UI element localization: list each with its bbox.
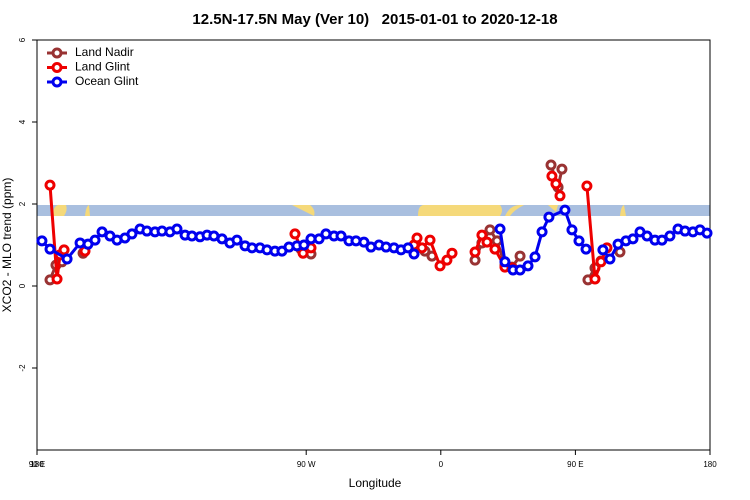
- data-point: [529, 251, 541, 263]
- data-point: [298, 239, 310, 251]
- data-point: [556, 163, 568, 175]
- data-point: [424, 234, 436, 246]
- x-tick-label: 180: [30, 460, 44, 469]
- data-point: [51, 273, 63, 285]
- data-point: [434, 260, 446, 272]
- data-point: [416, 242, 428, 254]
- y-tick-label: -2: [18, 364, 27, 372]
- data-point: [566, 224, 578, 236]
- data-point: [701, 227, 713, 239]
- data-point: [36, 235, 48, 247]
- data-point: [476, 229, 488, 241]
- land-band: [52, 204, 67, 216]
- data-point: [580, 243, 592, 255]
- data-point: [469, 246, 481, 258]
- x-axis-label: Longitude: [349, 476, 402, 490]
- data-point: [554, 190, 566, 202]
- data-point: [481, 236, 493, 248]
- y-tick-label: 6: [18, 37, 27, 42]
- data-point: [581, 180, 593, 192]
- data-point: [545, 159, 557, 171]
- data-point: [446, 247, 458, 259]
- data-point: [489, 243, 501, 255]
- y-tick-label: 4: [18, 119, 27, 124]
- data-point: [411, 232, 423, 244]
- data-point: [96, 226, 108, 238]
- data-point: [89, 234, 101, 246]
- data-point: [536, 226, 548, 238]
- data-point: [61, 253, 73, 265]
- legend-marker: [51, 76, 63, 88]
- data-point: [664, 230, 676, 242]
- y-axis-label: XCO2 - MLO trend (ppm): [0, 178, 14, 313]
- legend-marker: [51, 62, 63, 73]
- data-point: [58, 244, 70, 256]
- land-band: [418, 205, 502, 216]
- land-band: [548, 205, 558, 212]
- data-point: [522, 260, 534, 272]
- data-point: [289, 228, 301, 240]
- data-point: [402, 242, 414, 254]
- data-point: [514, 264, 526, 276]
- data-point: [546, 170, 558, 182]
- legend-label: Land Nadir: [75, 45, 134, 59]
- map-band: [37, 204, 710, 216]
- data-point: [358, 236, 370, 248]
- data-point: [44, 179, 56, 191]
- data-point: [335, 230, 347, 242]
- data-point: [126, 228, 138, 240]
- data-point: [514, 250, 526, 262]
- data-point: [641, 230, 653, 242]
- y-tick-label: 2: [18, 201, 27, 206]
- data-point: [499, 256, 511, 268]
- data-point: [573, 235, 585, 247]
- data-point: [484, 224, 496, 236]
- land-band: [292, 205, 315, 216]
- data-point: [44, 243, 56, 255]
- series: [36, 204, 713, 276]
- data-point: [550, 178, 562, 190]
- land-band: [505, 205, 524, 216]
- chart-title: 12.5N-17.5N May (Ver 10) 2015-01-01 to 2…: [192, 11, 557, 28]
- data-point: [656, 234, 668, 246]
- data-point: [408, 248, 420, 260]
- data-point: [441, 254, 453, 266]
- data-point: [313, 233, 325, 245]
- data-point: [494, 223, 506, 235]
- data-point: [171, 223, 183, 235]
- data-point: [627, 233, 639, 245]
- x-tick-label: 180: [703, 460, 717, 469]
- data-point: [604, 253, 616, 265]
- data-point: [595, 256, 607, 268]
- x-tick-label: 90 W: [297, 460, 316, 469]
- legend-label: Ocean Glint: [75, 74, 139, 88]
- data-point: [559, 204, 571, 216]
- data-point: [589, 273, 601, 285]
- land-band: [620, 205, 626, 216]
- x-tick-label: 90 E: [29, 460, 45, 469]
- data-point: [216, 233, 228, 245]
- x-tick-label: 0: [439, 460, 444, 469]
- land-band: [85, 205, 90, 216]
- data-point: [543, 211, 555, 223]
- data-point: [231, 234, 243, 246]
- legend-label: Land Glint: [75, 60, 130, 74]
- x-tick-label: 90 E: [567, 460, 583, 469]
- legend-marker: [51, 47, 63, 59]
- y-tick-label: 0: [18, 283, 27, 288]
- plot-frame: [36, 39, 711, 451]
- ocean-band: [37, 205, 710, 216]
- data-point: [597, 244, 609, 256]
